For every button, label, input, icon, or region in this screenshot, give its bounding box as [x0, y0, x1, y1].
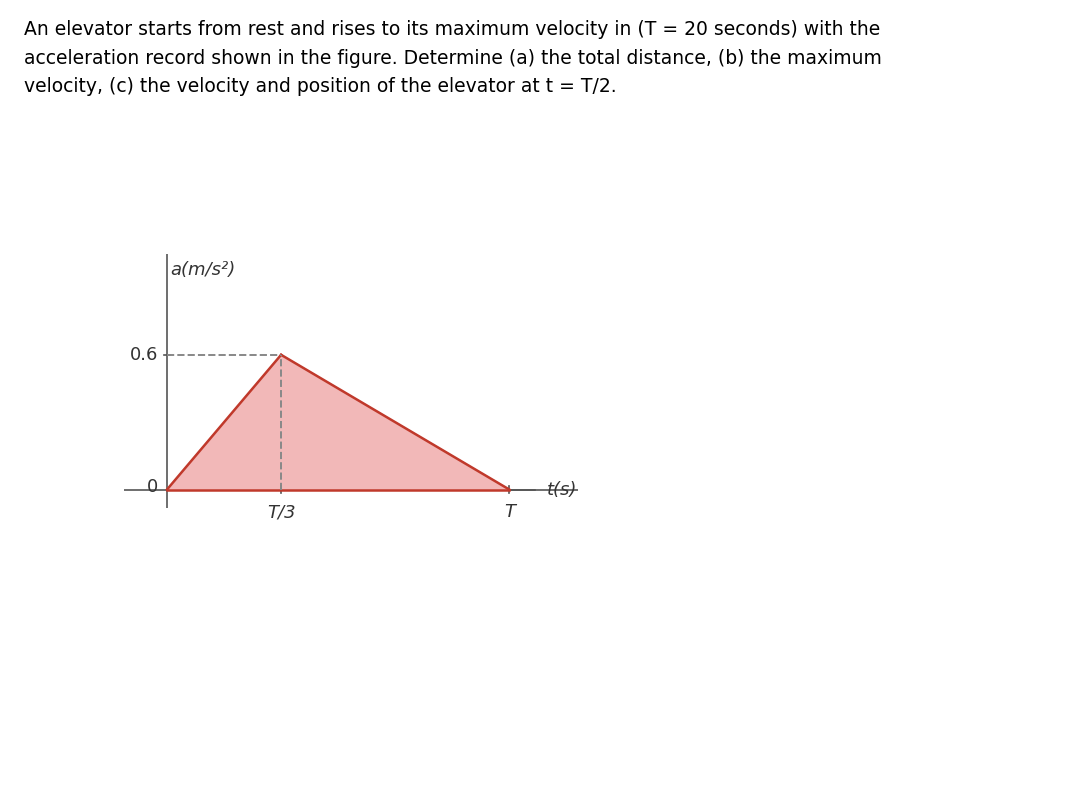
Polygon shape [167, 354, 510, 489]
Text: t(s): t(s) [546, 481, 578, 500]
Text: 0: 0 [147, 478, 159, 496]
Text: 0.6: 0.6 [130, 346, 159, 364]
Text: a(m/s²): a(m/s²) [171, 261, 235, 279]
Text: T: T [504, 503, 515, 521]
Text: T/3: T/3 [267, 503, 296, 521]
Text: An elevator starts from rest and rises to its maximum velocity in (T = 20 second: An elevator starts from rest and rises t… [24, 20, 881, 96]
